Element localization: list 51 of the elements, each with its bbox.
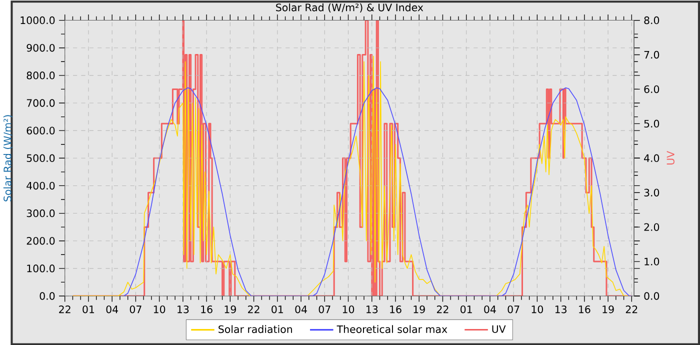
y-tick-label: 500.0 — [26, 154, 55, 162]
x-tick-label: 13 — [555, 305, 566, 314]
x-tick-label: 04 — [106, 305, 118, 314]
y-tick-label: 800.0 — [26, 71, 55, 80]
y2-tick-label: 8.0 — [644, 16, 660, 24]
y-tick-label: 600.0 — [26, 126, 55, 134]
x-tick-label: 07 — [508, 305, 520, 314]
legend-label: Theoretical solar max — [336, 325, 448, 333]
x-tick-label: 07 — [130, 305, 142, 314]
y-axis-title: Solar Rad (W/m²) — [3, 115, 13, 202]
x-tick-label: 19 — [224, 305, 236, 314]
x-tick-label: 01 — [272, 305, 283, 314]
y2-tick-label: 1.0 — [644, 258, 660, 266]
y2-tick-label: 3.0 — [644, 188, 660, 196]
y2-tick-label: 4.0 — [644, 154, 660, 162]
y-tick-label: 300.0 — [26, 209, 55, 218]
y-tick-label: 700.0 — [26, 99, 55, 107]
x-tick-label: 10 — [532, 305, 544, 314]
legend-label: UV — [492, 325, 506, 333]
y2-tick-label: 5.0 — [644, 120, 660, 128]
y2-tick-label: 6.0 — [644, 85, 660, 93]
x-tick-label: 10 — [154, 305, 166, 314]
y-tick-label: 100.0 — [27, 264, 55, 272]
y2-tick-label: 7.0 — [644, 50, 660, 59]
x-tick-label: 16 — [201, 305, 212, 314]
x-tick-label: 19 — [414, 305, 425, 314]
x-tick-label: 10 — [342, 305, 354, 314]
x-tick-label: 04 — [295, 305, 307, 314]
chart-title: Solar Rad (W/m²) & UV Index — [276, 3, 424, 12]
y-tick-label: 400.0 — [26, 182, 55, 190]
x-tick-label: 22 — [248, 305, 260, 313]
x-tick-label: 22 — [59, 305, 70, 313]
x-tick-label: 22 — [626, 305, 638, 313]
x-tick-label: 01 — [460, 305, 472, 314]
x-tick-label: 16 — [390, 305, 402, 314]
x-tick-label: 04 — [484, 305, 496, 314]
legend-label: Solar radiation — [218, 325, 292, 333]
x-tick-label: 13 — [178, 305, 189, 314]
y2-tick-label: 0.0 — [644, 292, 660, 300]
y-tick-label: 900.0 — [26, 44, 55, 52]
y2-tick-label: 2.0 — [644, 223, 660, 231]
y-tick-label: 0.0 — [40, 292, 55, 300]
y-tick-label: 200.0 — [26, 236, 55, 245]
x-tick-label: 13 — [366, 305, 378, 314]
x-tick-label: 07 — [318, 305, 330, 314]
y-tick-label: 1000.0 — [20, 16, 55, 24]
x-tick-label: 16 — [579, 305, 590, 314]
x-tick-label: 19 — [602, 305, 614, 314]
y2-axis-title: UV — [666, 150, 674, 164]
x-tick-label: 01 — [82, 305, 94, 314]
x-tick-label: 22 — [436, 305, 448, 313]
